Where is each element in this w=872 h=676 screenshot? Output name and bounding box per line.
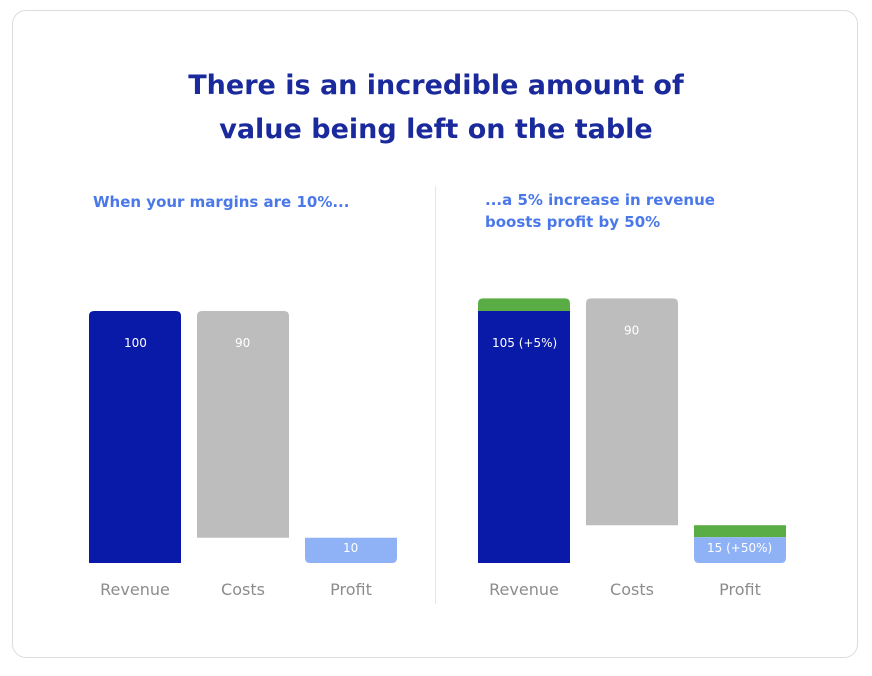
panel-divider <box>435 186 436 604</box>
costs-category-label: Costs <box>610 580 654 599</box>
costs-value-label: 90 <box>235 336 250 350</box>
revenue-bar <box>89 311 181 563</box>
revenue-bar <box>478 311 570 563</box>
profit-value-label: 15 (+50%) <box>707 541 772 555</box>
costs-value-label: 90 <box>624 323 639 337</box>
title-line-1: There is an incredible amount of <box>188 70 684 101</box>
costs-category-label: Costs <box>221 580 265 599</box>
revenue-category-label: Revenue <box>489 580 559 599</box>
profit-bar <box>694 537 786 563</box>
right-subtitle-line-1: ...a 5% increase in revenue <box>485 191 715 209</box>
revenue-increase-bar <box>478 298 570 313</box>
profit-category-label: Profit <box>330 580 372 599</box>
revenue-value-label: 105 (+5%) <box>492 336 557 350</box>
profit-increase-bar <box>694 525 786 538</box>
revenue-category-label: Revenue <box>100 580 170 599</box>
revenue-value-label: 100 <box>124 336 147 350</box>
costs-bar <box>586 298 678 526</box>
profit-category-label: Profit <box>719 580 761 599</box>
page-title: There is an incredible amount of value b… <box>0 64 872 152</box>
costs-bar <box>197 311 289 538</box>
profit-bar <box>305 537 397 563</box>
profit-value-label: 10 <box>343 541 358 555</box>
right-chart-subtitle: ...a 5% increase in revenue boosts profi… <box>485 189 715 233</box>
left-chart-subtitle: When your margins are 10%... <box>93 193 350 211</box>
title-line-2: value being left on the table <box>219 114 653 145</box>
right-subtitle-line-2: boosts profit by 50% <box>485 213 661 231</box>
